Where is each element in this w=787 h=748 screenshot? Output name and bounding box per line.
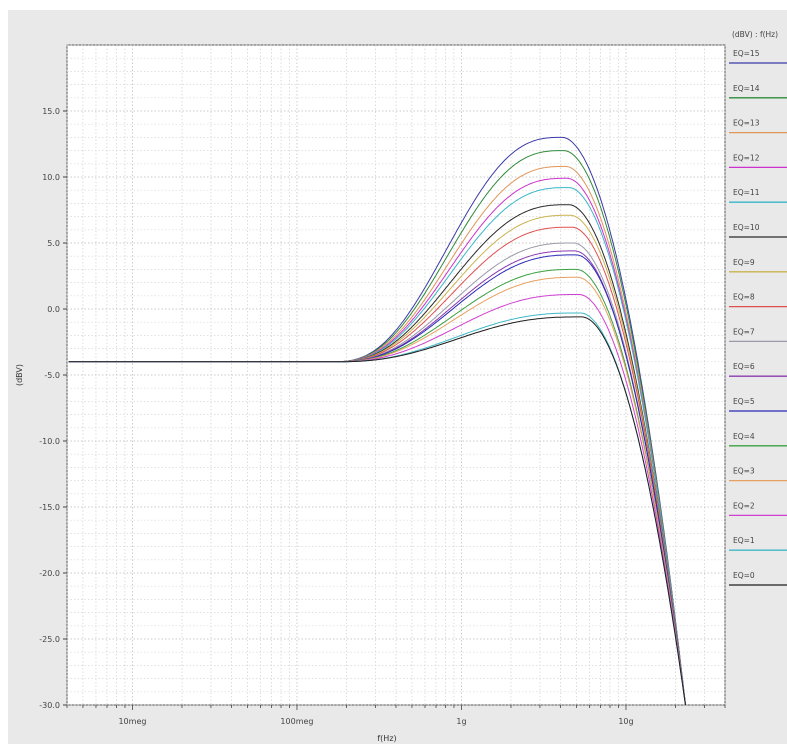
legend-entry-label: EQ=5 xyxy=(733,397,755,406)
legend-entry-label: EQ=12 xyxy=(733,153,760,162)
legend-entry-label: EQ=2 xyxy=(733,501,755,510)
legend-entry-label: EQ=10 xyxy=(733,223,760,232)
legend-entry-label: EQ=8 xyxy=(733,293,755,302)
y-tick-label: 15.0 xyxy=(42,107,60,116)
x-tick-label: 10meg xyxy=(118,717,146,726)
y-tick-label: -25.0 xyxy=(39,635,60,644)
y-axis-label: (dBV) xyxy=(15,364,24,386)
legend-entry-label: EQ=1 xyxy=(733,536,755,545)
x-tick-label: 1g xyxy=(456,717,466,726)
y-tick-label: -20.0 xyxy=(39,569,60,578)
y-tick-label: 10.0 xyxy=(42,173,60,182)
legend-entry-label: EQ=11 xyxy=(733,188,760,197)
x-tick-label: 10g xyxy=(618,717,633,726)
x-axis-label: f(Hz) xyxy=(377,734,396,743)
legend-title: (dBV) : f(Hz) xyxy=(732,30,778,39)
y-tick-label: 0.0 xyxy=(47,305,60,314)
y-tick-label: 5.0 xyxy=(47,239,60,248)
y-tick-label: -30.0 xyxy=(39,701,60,710)
legend-entry-label: EQ=9 xyxy=(733,258,755,267)
legend-entry-label: EQ=6 xyxy=(733,362,755,371)
legend-entry-label: EQ=14 xyxy=(733,84,760,93)
y-tick-label: -15.0 xyxy=(39,503,60,512)
x-tick-label: 100meg xyxy=(280,717,313,726)
y-tick-label: -5.0 xyxy=(44,371,60,380)
legend-entry-label: EQ=4 xyxy=(733,432,755,441)
legend-entry-label: EQ=15 xyxy=(733,49,760,58)
y-tick-label: -10.0 xyxy=(39,437,60,446)
legend-entry-label: EQ=13 xyxy=(733,119,760,128)
series-line-eq-0 xyxy=(68,316,686,706)
legend-entry-label: EQ=0 xyxy=(733,571,755,580)
legend-entry-label: EQ=3 xyxy=(733,467,755,476)
legend-entry-label: EQ=7 xyxy=(733,327,755,336)
